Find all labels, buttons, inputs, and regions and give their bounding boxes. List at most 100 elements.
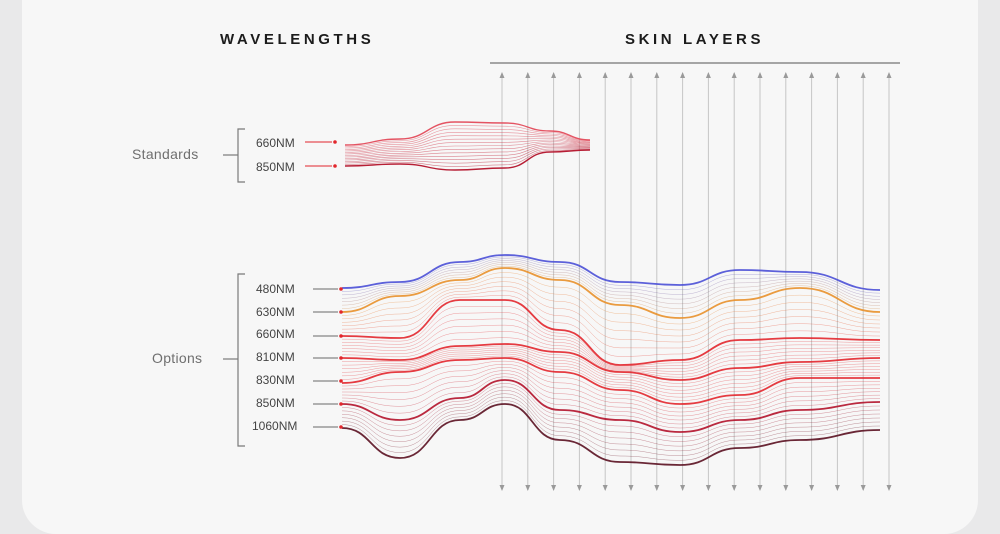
options-wave-fill-line bbox=[341, 312, 881, 368]
skin-layer-arrow-bottom bbox=[860, 485, 866, 491]
options-connector-dot bbox=[339, 379, 343, 383]
options-connector-dot bbox=[339, 425, 343, 429]
standards-wave-line bbox=[344, 148, 591, 164]
options-connector-dot bbox=[339, 402, 343, 406]
skin-layer-arrow-top bbox=[602, 72, 608, 78]
options-wave-fill-line bbox=[341, 351, 881, 394]
standards-wavelength-label: 660NM bbox=[256, 136, 295, 150]
options-wave-fill-line bbox=[341, 295, 881, 357]
options-wave-fill-line bbox=[341, 258, 881, 297]
options-bracket bbox=[237, 273, 245, 447]
options-wave-fill-line bbox=[341, 318, 881, 369]
options-wave-key-line bbox=[341, 357, 880, 405]
standards-wave-line bbox=[344, 128, 591, 149]
skin-layer-arrow-bottom bbox=[834, 485, 840, 491]
options-connector-dot bbox=[339, 356, 343, 360]
options-connector-dot bbox=[339, 334, 343, 338]
options-wave-key-line bbox=[341, 379, 881, 433]
standards-wave-line bbox=[344, 131, 591, 150]
skin-layer-arrow-bottom bbox=[731, 485, 737, 491]
skin-layer-arrow-top bbox=[654, 72, 660, 78]
standards-wave-line bbox=[344, 148, 591, 167]
options-wave-fill-line bbox=[341, 386, 881, 442]
standards-wave-line bbox=[344, 145, 591, 161]
standards-wave-line bbox=[344, 142, 591, 158]
options-wave-fill-line bbox=[341, 373, 881, 425]
skin-layer-lines bbox=[490, 62, 900, 491]
standards-label: Standards bbox=[132, 146, 199, 162]
options-wave-fill-line bbox=[341, 393, 881, 452]
options-wave-fill-line bbox=[341, 306, 881, 367]
skin-layer-arrow-top bbox=[886, 72, 892, 78]
options-wave-fill-line bbox=[341, 349, 881, 391]
skin-layer-arrow-top bbox=[525, 72, 531, 78]
skin-layer-arrow-top bbox=[731, 72, 737, 78]
options-wave-fill-line bbox=[341, 324, 881, 372]
options-wavelength-label: 830NM bbox=[256, 373, 295, 387]
options-wave-fill-line bbox=[341, 337, 881, 378]
skin-layer-arrow-top bbox=[809, 72, 815, 78]
options-wavelength-label: 1060NM bbox=[252, 419, 298, 433]
standards-wave-line bbox=[344, 147, 591, 162]
skin-layer-arrow-top bbox=[576, 72, 582, 78]
options-wave-fill-line bbox=[341, 290, 881, 349]
standards-wavelength-label: 850NM bbox=[256, 160, 295, 174]
skin-layer-arrow-bottom bbox=[499, 485, 505, 491]
wavelengths-heading: WAVELENGTHS bbox=[220, 31, 375, 48]
options-wavelength-label: 810NM bbox=[256, 350, 295, 364]
skin-layer-arrow-top bbox=[757, 72, 763, 78]
options-wave-fill-line bbox=[341, 364, 881, 413]
options-wave-fill-line bbox=[341, 256, 881, 294]
standards-connector-dot bbox=[333, 164, 337, 168]
skin-layer-arrow-bottom bbox=[783, 485, 789, 491]
standards-wave-line bbox=[344, 149, 591, 171]
skin-layer-arrow-bottom bbox=[551, 485, 557, 491]
skin-layer-arrow-bottom bbox=[705, 485, 711, 491]
skin-layer-arrow-top bbox=[834, 72, 840, 78]
options-wave-key-line bbox=[341, 254, 881, 291]
skin-layer-arrow-bottom bbox=[654, 485, 660, 491]
skin-layer-arrow-top bbox=[705, 72, 711, 78]
skin-layer-arrow-bottom bbox=[525, 485, 531, 491]
options-wave-fill-line bbox=[341, 353, 881, 398]
skin-layer-arrow-bottom bbox=[886, 485, 892, 491]
options-wavelength-label: 660NM bbox=[256, 327, 295, 341]
standards-wave-line bbox=[344, 141, 591, 156]
skin-layer-arrow-bottom bbox=[680, 485, 686, 491]
options-wave-fill-line bbox=[341, 360, 881, 409]
skin-layer-arrow-top bbox=[499, 72, 505, 78]
options-wave-fill-line bbox=[341, 265, 881, 314]
options-label: Options bbox=[152, 350, 203, 366]
options-wave-fill-line bbox=[341, 345, 881, 384]
options-wave-fill-line bbox=[341, 355, 881, 401]
skin-layers-heading: SKIN LAYERS bbox=[625, 31, 765, 48]
options-wave-key-line bbox=[341, 267, 881, 319]
options-wave-fill-line bbox=[341, 376, 881, 429]
group-brackets bbox=[223, 128, 245, 447]
skin-layer-arrow-bottom bbox=[809, 485, 815, 491]
options-wave-key-line bbox=[341, 343, 881, 381]
options-wave-fill-line bbox=[341, 347, 881, 388]
options-wavelength-label: 480NM bbox=[256, 282, 295, 296]
options-wave-fill-line bbox=[341, 370, 881, 421]
standards-wave-line bbox=[344, 144, 591, 159]
options-wave-fill-line bbox=[341, 286, 881, 343]
options-wave-fill-line bbox=[341, 331, 881, 375]
skin-layer-arrow-top bbox=[783, 72, 789, 78]
skin-layer-arrow-top bbox=[551, 72, 557, 78]
options-wave-fill-line bbox=[341, 383, 881, 437]
standards-bracket bbox=[237, 128, 245, 183]
options-wave-key-line bbox=[341, 403, 881, 466]
options-wave-fill-line bbox=[341, 281, 881, 337]
skin-layer-arrow-bottom bbox=[757, 485, 763, 491]
options-wave-fill-line bbox=[341, 262, 881, 305]
options-wave-fill-line bbox=[341, 264, 881, 309]
wave-bundles bbox=[305, 121, 881, 466]
options-wave-fill-line bbox=[341, 396, 881, 456]
standards-wave-line bbox=[344, 139, 591, 155]
standards-wave-line bbox=[344, 121, 591, 146]
options-connector-dot bbox=[339, 287, 343, 291]
skin-layer-arrow-top bbox=[680, 72, 686, 78]
skin-layer-arrow-top bbox=[628, 72, 634, 78]
